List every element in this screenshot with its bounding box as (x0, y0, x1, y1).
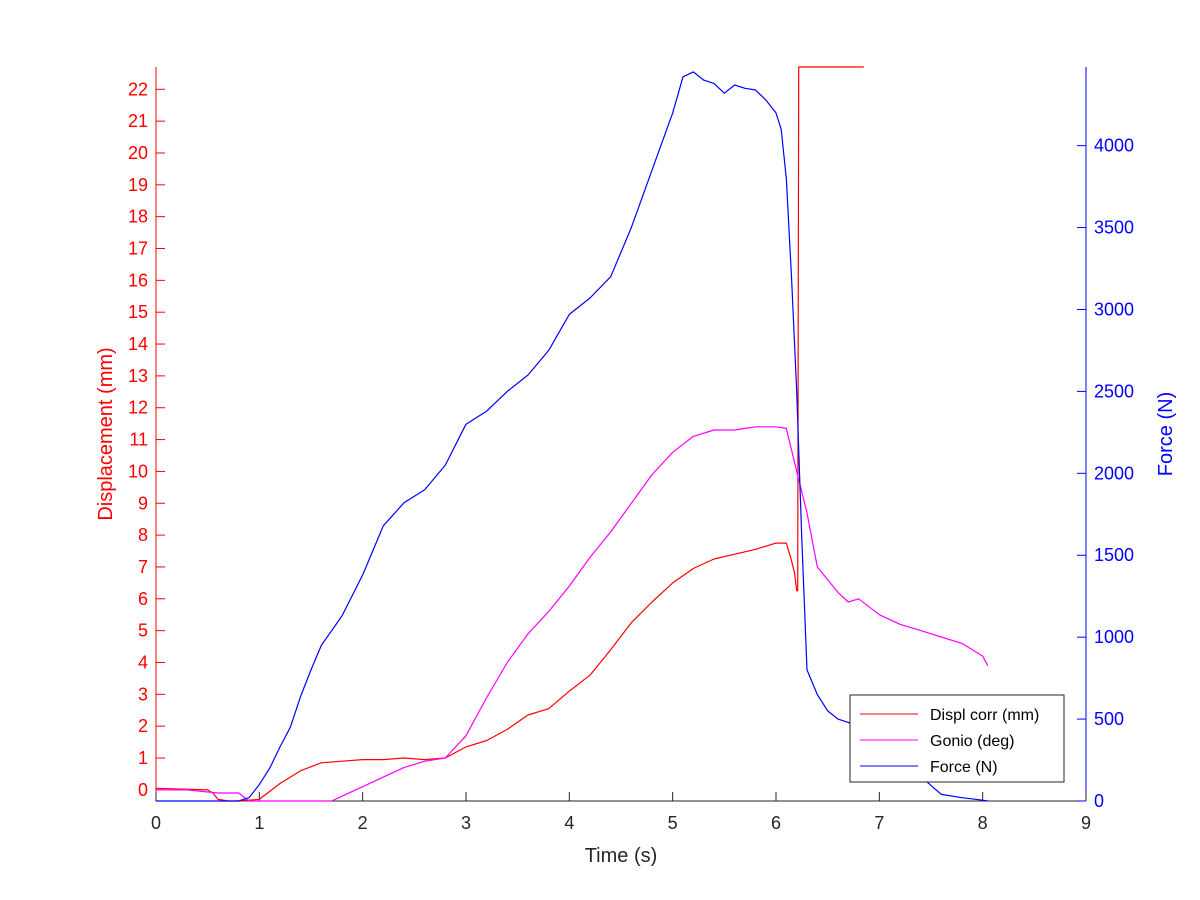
x-tick-label: 7 (874, 813, 884, 833)
y-left-tick-label: 4 (138, 652, 148, 672)
series-gonio-line (156, 426, 989, 802)
y-left-tick-label: 0 (138, 780, 148, 800)
y-left-tick-label: 22 (128, 79, 148, 99)
y-left-tick-label: 11 (129, 430, 148, 450)
y-left-tick-label: 3 (138, 684, 148, 704)
y-left-tick-label: 15 (128, 302, 148, 322)
y-left-tick-label: 2 (138, 716, 148, 736)
x-tick-label: 1 (254, 813, 264, 833)
y-axis-left-label: Displacement (mm) (95, 347, 117, 520)
x-tick-label: 8 (978, 813, 988, 833)
x-tick-label: 9 (1081, 813, 1091, 833)
x-tick-label: 6 (771, 813, 781, 833)
y-right-tick-label: 1000 (1094, 627, 1134, 647)
y-right-tick-label: 4000 (1094, 136, 1134, 156)
y-right-tick-label: 3000 (1094, 299, 1134, 319)
legend-label-displ: Displ corr (mm) (930, 707, 1039, 724)
x-tick-label: 3 (461, 813, 471, 833)
x-tick-label: 4 (564, 813, 574, 833)
series-layer (155, 66, 989, 802)
x-tick-label: 5 (668, 813, 678, 833)
y-right-tick-label: 500 (1094, 709, 1124, 729)
y-right-tick-label: 3500 (1094, 218, 1134, 238)
y-left-tick-label: 17 (128, 239, 148, 259)
y-right-tick-label: 2500 (1094, 381, 1134, 401)
y-left-tick-label: 13 (128, 366, 148, 386)
y-left-tick-label: 10 (128, 461, 148, 481)
y-left-tick-label: 12 (128, 398, 148, 418)
x-tick-label: 0 (151, 813, 161, 833)
y-left-tick-label: 19 (128, 175, 148, 195)
y-left-tick-label: 7 (138, 557, 148, 577)
y-right-tick-label: 0 (1094, 791, 1104, 811)
legend-box (849, 694, 1065, 783)
legend: Displ corr (mm) Gonio (deg) Force (N) (849, 694, 1065, 783)
x-axis-label: Time (s) (585, 845, 658, 867)
y-left-tick-label: 18 (128, 207, 148, 227)
y-left-tick-label: 9 (138, 493, 148, 513)
legend-entry-displ: Displ corr (mm) (860, 707, 1039, 724)
x-tick-label: 2 (358, 813, 368, 833)
legend-label-force: Force (N) (930, 759, 998, 776)
y-left-tick-label: 1 (138, 748, 148, 768)
series-force-line (156, 71, 988, 802)
y-right-tick-label: 1500 (1094, 545, 1134, 565)
y-left-tick-label: 16 (128, 270, 148, 290)
legend-entry-force: Force (N) (860, 759, 998, 776)
y-axis-right-label: Force (N) (1155, 392, 1177, 476)
y-left-tick-label: 6 (138, 589, 148, 609)
axes: 0 1 2 3 4 5 6 7 8 9012345678910111213141516171819… (128, 67, 1134, 833)
y-left-tick-label: 14 (128, 334, 148, 354)
y-left-tick-label: 8 (138, 525, 148, 545)
y-right-tick-label: 2000 (1094, 463, 1134, 483)
y-left-tick-label: 5 (138, 621, 148, 641)
series-displ-corr-line (155, 66, 864, 802)
y-left-tick-label: 21 (128, 111, 148, 131)
legend-label-gonio: Gonio (deg) (930, 733, 1015, 750)
y-left-tick-label: 20 (128, 143, 148, 163)
legend-entry-gonio: Gonio (deg) (860, 733, 1015, 750)
